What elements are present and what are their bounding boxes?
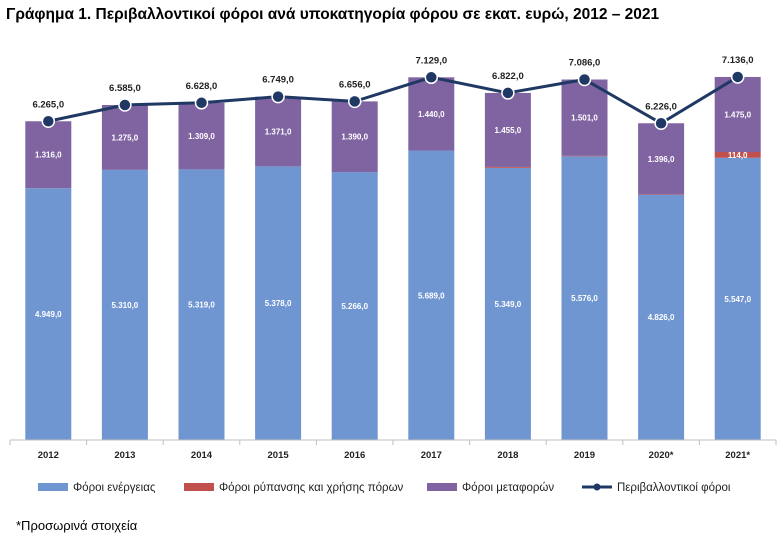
- bar-segment-3-2016: [331, 101, 378, 173]
- total-point-2013: [118, 98, 132, 112]
- total-point-2018: [501, 86, 515, 100]
- legend-item-energy: Φόροι ενέργειας: [38, 482, 156, 494]
- total-label-2018: 6.822,0: [492, 71, 524, 82]
- bar-segment-3-2018: [484, 92, 531, 167]
- total-point-2021: [730, 70, 745, 84]
- bar-label-3-2021: 1.475,0: [724, 110, 751, 119]
- bar-label-2-2021: 114,0: [728, 151, 748, 160]
- x-tick-label-2013: 2013: [114, 450, 135, 461]
- total-label-2012: 6.265,0: [32, 99, 64, 110]
- total-line: [47, 75, 739, 125]
- footnote: *Προσωρινά στοιχεία: [16, 518, 138, 533]
- total-point-2012: [41, 114, 56, 129]
- bar-segment-1-2015: [255, 166, 302, 440]
- bar-segment-3-2020: [638, 123, 685, 195]
- bar-label-3-2019: 1.501,0: [571, 114, 598, 123]
- legend-item-transport-swatch: [427, 483, 457, 491]
- legend-item-pollution-label: Φόροι ρύπανσης και χρήσης πόρων: [219, 482, 404, 494]
- total-label-2016: 6.656,0: [339, 79, 371, 90]
- total-label-2021: 7.136,0: [722, 55, 754, 66]
- total-label-2017: 7.129,0: [415, 55, 447, 66]
- legend-item-energy-label: Φόροι ενέργειας: [73, 482, 156, 494]
- bars-layer: 4.949,0 1.316,0 5.310,0 1.275,0 5.319,0 1.309…: [25, 76, 761, 441]
- bar-label-1-2013: 5.310,0: [112, 301, 139, 310]
- bar-label-3-2013: 1.275,0: [112, 133, 139, 142]
- x-tick-label-2019: 2019: [574, 450, 595, 461]
- total-point-2014: [194, 96, 209, 110]
- bar-segment-2-2018: [484, 166, 531, 168]
- x-tick-label-2015: 2015: [268, 450, 290, 461]
- bar-segment-1-2014: [178, 169, 225, 440]
- x-tick-label-2016: 2016: [344, 450, 365, 461]
- bar-label-1-2014: 5.319,0: [188, 301, 215, 310]
- bar-segment-2-2020: [638, 194, 685, 195]
- legend-item-total-swatch-marker: [593, 483, 601, 491]
- bar-segment-3-2019: [561, 79, 608, 156]
- bar-label-1-2018: 5.349,0: [495, 300, 522, 309]
- bar-segment-3-2021: [714, 76, 761, 152]
- bar-label-3-2012: 1.316,0: [35, 151, 62, 160]
- total-label-2015: 6.749,0: [262, 75, 294, 86]
- bar-label-1-2012: 4.949,0: [35, 310, 62, 319]
- bar-segment-1-2017: [408, 150, 455, 440]
- legend-item-energy-swatch: [38, 483, 68, 491]
- bar-label-3-2016: 1.390,0: [341, 133, 368, 142]
- bar-segment-3-2013: [101, 104, 148, 170]
- bar-segment-2-2019: [561, 155, 608, 157]
- bar-label-1-2017: 5.689,0: [418, 291, 445, 300]
- bar-segment-3-2017: [408, 77, 455, 151]
- chart-title: Γράφημα 1. Περιβαλλοντικοί φόροι ανά υπο…: [6, 6, 660, 23]
- bar-segment-1-2019: [561, 156, 608, 441]
- bar-segment-1-2020: [638, 194, 685, 440]
- total-label-2014: 6.628,0: [186, 81, 218, 92]
- bar-segment-2-2021: [714, 151, 761, 158]
- legend-item-transport: Φόροι μεταφορών: [427, 482, 554, 494]
- bar-segment-3-2012: [25, 121, 72, 189]
- total-label-2013: 6.585,0: [109, 83, 141, 94]
- total-label-2019: 7.086,0: [569, 57, 601, 68]
- bar-label-3-2017: 1.440,0: [418, 110, 445, 119]
- total-point-2015: [271, 89, 285, 104]
- x-tick-label-2014: 2014: [191, 450, 213, 461]
- total-point-2017: [424, 70, 439, 85]
- bar-label-3-2020: 1.396,0: [648, 155, 675, 164]
- bar-label-1-2019: 5.576,0: [571, 294, 598, 303]
- legend-item-transport-label: Φόροι μεταφορών: [462, 482, 554, 494]
- legend-item-pollution-swatch: [184, 483, 214, 491]
- total-label-2020: 6.226,0: [645, 101, 677, 112]
- bar-label-1-2020: 4.826,0: [648, 313, 675, 322]
- bar-label-1-2015: 5.378,0: [265, 299, 292, 308]
- bar-segment-1-2012: [25, 188, 72, 440]
- total-point-2016: [347, 94, 362, 109]
- total-point-2019: [577, 72, 592, 87]
- bar-segment-1-2013: [101, 169, 148, 440]
- bar-label-1-2021: 5.547,0: [724, 295, 751, 304]
- legend: Φόροι ενέργειας Φόροι ρύπανσης και χρήσης…: [38, 482, 731, 494]
- bar-segment-3-2014: [178, 102, 225, 170]
- legend-item-total-label: Περιβαλλοντικοί φόροι: [617, 482, 731, 494]
- bar-segment-1-2016: [331, 172, 378, 440]
- bar-segment-1-2018: [484, 167, 531, 440]
- legend-item-total: Περιβαλλοντικοί φόροι: [582, 482, 731, 494]
- total-line-layer: 6.265,0 6.585,0 6.628,0 6.749,0 6.656,0 7.129…: [32, 55, 754, 131]
- total-point-2020: [654, 116, 668, 131]
- bar-label-1-2016: 5.266,0: [341, 302, 368, 311]
- x-tick-label-2012: 2012: [38, 450, 59, 461]
- bar-segment-1-2021: [714, 157, 761, 440]
- bar-label-3-2015: 1.371,0: [265, 128, 292, 137]
- bar-label-3-2014: 1.309,0: [188, 132, 215, 141]
- bar-segment-3-2015: [255, 96, 302, 167]
- x-tick-label-2021: 2021*: [725, 450, 750, 461]
- bar-label-3-2018: 1.455,0: [495, 126, 522, 135]
- x-axis: 2012 2013 2014 2015 2016 2017 2018 2019 2020* 202…: [9, 439, 777, 461]
- x-tick-label-2020: 2020*: [649, 450, 674, 461]
- x-tick-label-2017: 2017: [421, 450, 442, 461]
- legend-item-pollution: Φόροι ρύπανσης και χρήσης πόρων: [184, 482, 404, 494]
- x-tick-label-2018: 2018: [497, 450, 518, 461]
